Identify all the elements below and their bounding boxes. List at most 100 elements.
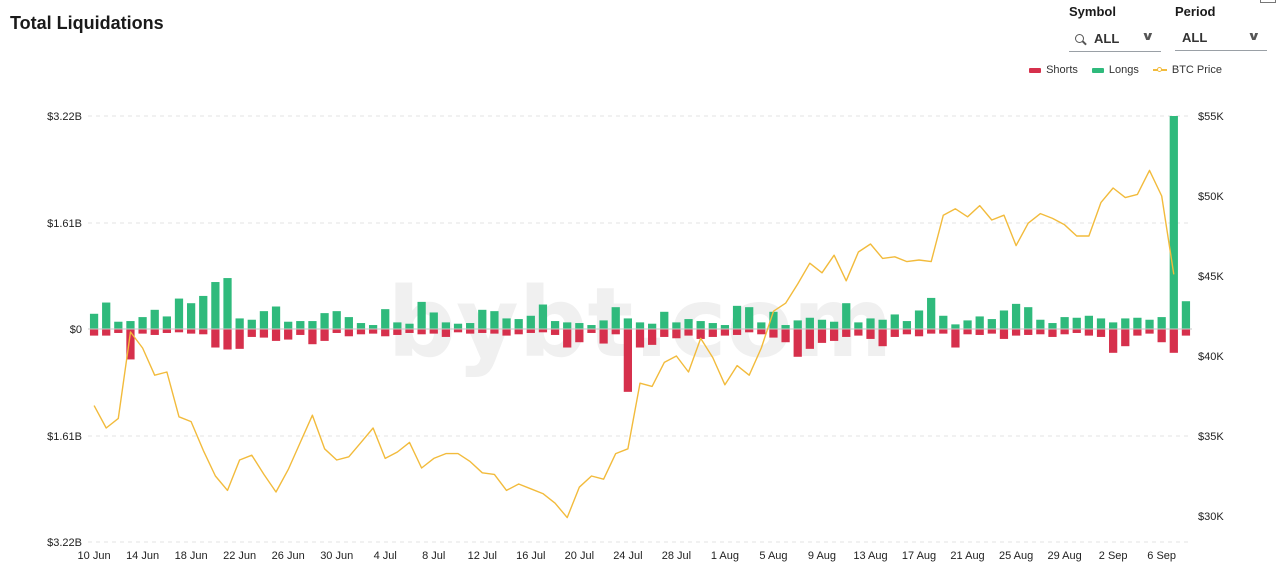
longs-bar xyxy=(247,319,256,329)
shorts-bar xyxy=(805,329,814,349)
shorts-bar xyxy=(817,329,827,343)
longs-bar xyxy=(1133,317,1142,329)
y-left-tick-label: $0 xyxy=(70,324,82,336)
longs-bar xyxy=(866,318,875,329)
x-tick-label: 13 Aug xyxy=(853,550,887,562)
longs-bar xyxy=(344,317,353,329)
shorts-bar xyxy=(684,329,693,336)
shorts-bar xyxy=(405,329,414,333)
longs-bar xyxy=(308,321,317,329)
longs-bar xyxy=(199,295,208,329)
longs-bar xyxy=(793,320,802,329)
shorts-bar xyxy=(1121,329,1130,347)
shorts-bar xyxy=(478,329,487,333)
legend-item-longs[interactable]: Longs xyxy=(1091,64,1139,76)
x-tick-label: 6 Sep xyxy=(1147,550,1176,562)
longs-bar xyxy=(1096,318,1106,329)
shorts-bar xyxy=(502,329,511,336)
longs-bar xyxy=(478,309,487,329)
shorts-bar xyxy=(829,329,839,341)
shorts-bar xyxy=(793,329,802,357)
chart-legend: Shorts Longs BTC Price xyxy=(1029,64,1222,76)
y-right-tick-label: $50K xyxy=(1198,191,1224,203)
shorts-bar xyxy=(975,329,984,335)
longs-bar xyxy=(720,325,730,329)
longs-bar xyxy=(162,316,171,329)
shorts-bar xyxy=(199,329,208,335)
longs-bar xyxy=(1048,323,1057,329)
longs-bar xyxy=(1011,303,1021,329)
shorts-bar xyxy=(259,329,269,338)
longs-bar xyxy=(805,317,814,329)
x-tick-label: 25 Aug xyxy=(999,550,1033,562)
longs-bar xyxy=(550,321,560,329)
longs-bar xyxy=(393,322,402,329)
longs-bar xyxy=(89,313,99,329)
shorts-bar xyxy=(599,329,608,344)
longs-bar xyxy=(708,323,717,329)
longs-bar xyxy=(575,323,584,329)
longs-bar xyxy=(623,318,632,329)
longs-bar xyxy=(672,322,681,329)
symbol-select[interactable]: ALL ∨ xyxy=(1069,25,1161,52)
shorts-bar xyxy=(332,329,341,333)
longs-bar xyxy=(453,323,463,329)
shorts-bar xyxy=(854,329,863,336)
longs-bar xyxy=(332,311,341,329)
shorts-bar xyxy=(368,329,378,334)
price-swatch xyxy=(1152,66,1167,72)
shorts-bar xyxy=(1145,329,1154,334)
longs-bar xyxy=(284,321,293,329)
longs-bar xyxy=(1060,317,1069,329)
shorts-bar xyxy=(1157,329,1166,343)
shorts-bar xyxy=(611,329,620,335)
shorts-bar xyxy=(211,329,220,348)
x-tick-label: 10 Jun xyxy=(78,550,111,562)
longs-bar xyxy=(490,311,499,329)
period-select[interactable]: ALL ∨ xyxy=(1175,25,1267,51)
x-tick-label: 21 Aug xyxy=(950,550,984,562)
legend-item-shorts[interactable]: Shorts xyxy=(1029,64,1078,76)
shorts-bar xyxy=(999,329,1009,339)
shorts-bar xyxy=(987,329,996,334)
longs-bar xyxy=(587,325,596,329)
y-left-tick-label: $3.22B xyxy=(47,111,82,123)
longs-bar xyxy=(174,298,184,329)
shorts-bar xyxy=(466,329,475,334)
longs-bar xyxy=(696,321,705,329)
longs-bar xyxy=(611,307,620,329)
x-tick-label: 24 Jul xyxy=(613,550,642,562)
period-label: Period xyxy=(1175,4,1216,19)
x-tick-label: 22 Jun xyxy=(223,550,256,562)
x-tick-label: 12 Jul xyxy=(468,550,497,562)
shorts-bar xyxy=(732,329,742,335)
x-tick-label: 18 Jun xyxy=(175,550,208,562)
longs-bar xyxy=(441,322,451,329)
shorts-bar xyxy=(769,329,778,338)
x-tick-label: 5 Aug xyxy=(759,550,787,562)
longs-bar xyxy=(1072,317,1081,329)
shorts-bar xyxy=(526,329,535,333)
longs-bar xyxy=(502,318,511,329)
shorts-bar xyxy=(1133,329,1142,336)
shorts-bar xyxy=(538,329,548,333)
window-corner-icon xyxy=(1260,0,1276,3)
shorts-bar xyxy=(490,329,499,334)
longs-bar xyxy=(114,321,123,329)
longs-bar xyxy=(211,282,220,329)
longs-bar xyxy=(927,297,936,329)
shorts-bar xyxy=(623,329,632,392)
legend-item-btc-price[interactable]: BTC Price xyxy=(1152,64,1222,76)
longs-bar xyxy=(829,321,839,329)
longs-bar xyxy=(781,325,790,329)
shorts-bar xyxy=(696,329,705,339)
longs-bar xyxy=(320,313,329,329)
symbol-label: Symbol xyxy=(1069,4,1116,19)
y-left-tick-label: $1.61B xyxy=(47,431,82,443)
btc-price-line xyxy=(93,169,1175,519)
y-right-tick-label: $40K xyxy=(1198,351,1224,363)
longs-bar xyxy=(417,301,426,329)
shorts-bar xyxy=(89,329,99,336)
longs-bar xyxy=(890,314,899,329)
